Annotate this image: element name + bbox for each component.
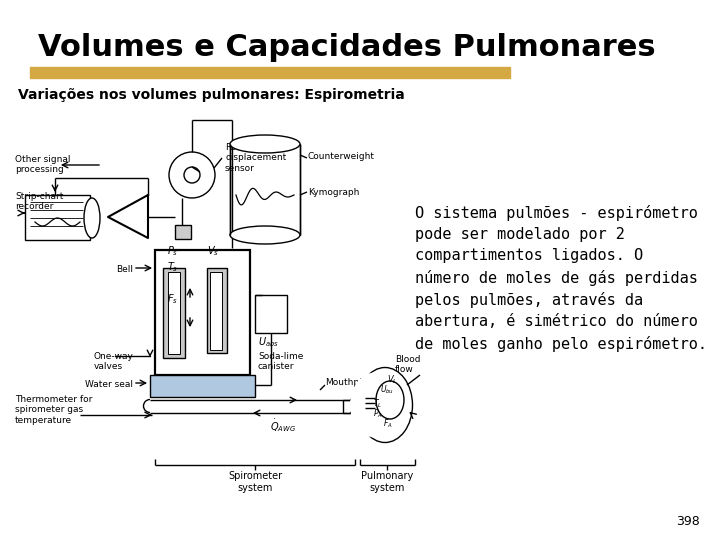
Text: $U_{bu}$: $U_{bu}$ <box>380 384 394 396</box>
Bar <box>210 272 222 350</box>
Text: $\dot{Q}_{AWG}$: $\dot{Q}_{AWG}$ <box>270 417 296 434</box>
Text: Water seal: Water seal <box>85 380 133 389</box>
Text: Rotational
displacement
sensor: Rotational displacement sensor <box>225 143 287 173</box>
Text: Kymograph: Kymograph <box>308 188 359 197</box>
Bar <box>255 295 287 333</box>
Ellipse shape <box>350 373 400 437</box>
Text: Volumes e Capacidades Pulmonares: Volumes e Capacidades Pulmonares <box>38 33 656 62</box>
Text: $U_{abs}$: $U_{abs}$ <box>258 335 279 349</box>
Text: Mouthpiece: Mouthpiece <box>325 378 378 387</box>
Text: 398: 398 <box>676 515 700 528</box>
Text: Spirometer
system: Spirometer system <box>228 471 282 492</box>
Text: $V_L$: $V_L$ <box>387 374 397 387</box>
Bar <box>30 67 510 78</box>
Text: Strip-chart
recorder: Strip-chart recorder <box>15 192 63 211</box>
Ellipse shape <box>84 198 100 238</box>
Text: $V_s$: $V_s$ <box>207 244 219 258</box>
Text: $P_s$: $P_s$ <box>167 244 179 258</box>
Ellipse shape <box>358 368 413 442</box>
Bar <box>25 195 90 240</box>
Text: $T_L$: $T_L$ <box>373 398 382 410</box>
Text: Variações nos volumes pulmonares: Espirometria: Variações nos volumes pulmonares: Espiro… <box>18 88 405 102</box>
Text: Soda-lime
canister: Soda-lime canister <box>258 352 303 372</box>
Text: $T_s$: $T_s$ <box>167 260 179 274</box>
Bar <box>150 375 255 397</box>
Ellipse shape <box>230 135 300 153</box>
Text: $F_s$: $F_s$ <box>167 292 178 306</box>
Ellipse shape <box>376 381 404 419</box>
Text: One-way
valves: One-way valves <box>94 352 134 372</box>
Text: Bell: Bell <box>116 265 133 274</box>
Text: $F_A$: $F_A$ <box>383 418 392 430</box>
Bar <box>343 400 357 413</box>
Text: Other signal
processing: Other signal processing <box>15 155 71 174</box>
Text: Blood
flow: Blood flow <box>395 355 420 374</box>
Bar <box>207 268 227 353</box>
Text: $P_A$: $P_A$ <box>373 408 383 421</box>
Text: Thermometer for
spirometer gas
temperature: Thermometer for spirometer gas temperatu… <box>15 395 92 425</box>
Text: O sistema pulmões - espirómetro
pode ser modelado por 2
compartimentos ligados. : O sistema pulmões - espirómetro pode ser… <box>415 205 707 352</box>
Bar <box>163 268 185 358</box>
Text: Counterweight: Counterweight <box>308 152 375 161</box>
Bar <box>175 225 191 239</box>
Bar <box>168 272 180 354</box>
Bar <box>155 250 250 375</box>
Ellipse shape <box>230 226 300 244</box>
Text: Pulmonary
system: Pulmonary system <box>361 471 413 492</box>
